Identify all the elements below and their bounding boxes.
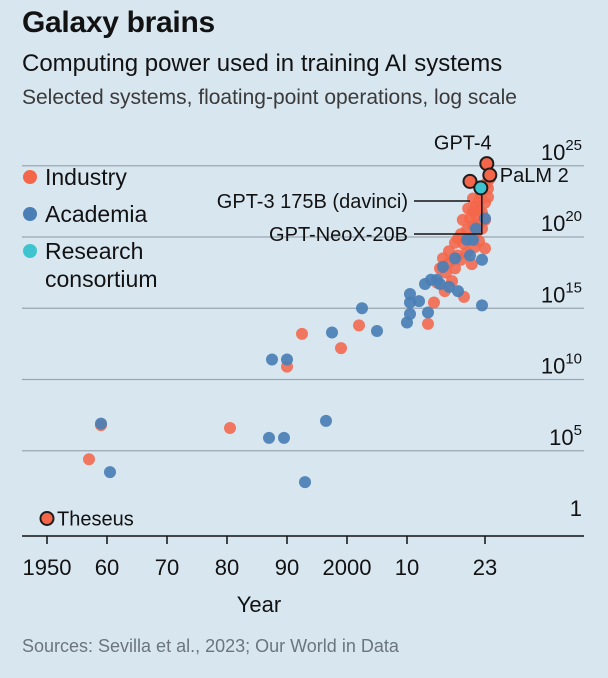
data-point-industry	[296, 327, 308, 340]
annotation-label-gpt-4: GPT-4	[434, 133, 492, 155]
data-point-academia	[404, 307, 416, 320]
data-point-academia	[476, 253, 488, 266]
y-tick-label-25: 1025	[541, 137, 582, 165]
source-note: Sources: Sevilla et al., 2023; Our World…	[22, 636, 399, 656]
legend-marker-research	[23, 244, 37, 258]
highlight-point-theseus	[39, 510, 55, 526]
highlight-point-gpt-neox-20b	[473, 180, 489, 196]
data-point-academia	[479, 212, 491, 225]
x-tick-label-1950: 1950	[23, 555, 72, 580]
y-tick-label-20: 1020	[541, 208, 582, 236]
data-point-academia	[356, 302, 368, 315]
x-tick-label-23: 23	[473, 555, 497, 580]
x-tick-label-80: 80	[215, 555, 239, 580]
data-point-academia	[464, 249, 476, 262]
data-points	[83, 172, 496, 489]
data-point-academia	[266, 353, 278, 366]
data-point-academia	[437, 260, 449, 273]
data-point-academia	[404, 288, 416, 300]
chart-subtitle: Computing power used in training AI syst…	[22, 50, 503, 77]
legend-label-research: consortium	[45, 266, 157, 292]
highlight-point-palm-2	[482, 167, 498, 183]
data-point-industry	[482, 191, 494, 204]
data-point-academia	[299, 476, 311, 489]
data-point-industry	[353, 319, 365, 332]
y-tick-label-5: 105	[549, 422, 582, 450]
data-point-academia	[443, 280, 455, 293]
data-point-industry	[224, 421, 236, 434]
annotation-label-palm-2: PaLM 2	[500, 165, 569, 187]
legend-label-research: Research	[45, 238, 143, 264]
chart-description: Selected systems, floating-point operati…	[22, 86, 517, 109]
data-point-academia	[326, 326, 338, 339]
annotations: Theseus GPT-4 PaLM 2 GPT-3 175B (davinci) GP…	[39, 133, 569, 530]
data-point-academia	[104, 466, 116, 479]
data-point-academia	[95, 417, 107, 430]
x-tick-label-2000: 2000	[323, 555, 372, 580]
x-tick-label-10: 10	[395, 555, 419, 580]
data-point-academia	[413, 295, 425, 308]
data-point-academia	[476, 299, 488, 312]
annotation-label-theseus: Theseus	[57, 508, 134, 530]
y-tick-label-10: 1010	[541, 351, 582, 379]
data-point-industry	[428, 296, 440, 309]
data-point-academia	[263, 431, 275, 444]
data-point-academia	[281, 353, 293, 366]
data-point-academia	[434, 278, 446, 291]
y-tick-label-0: 1	[570, 496, 582, 521]
data-point-academia	[470, 222, 482, 235]
data-point-industry	[479, 242, 491, 255]
highlight-point-gpt-3-175b-davinci	[462, 173, 478, 189]
data-point-academia	[371, 325, 383, 338]
x-tick-label-60: 60	[95, 555, 119, 580]
leader-gpt-neox-20b	[414, 193, 483, 235]
chart-title: Galaxy brains	[22, 6, 215, 39]
data-point-academia	[467, 233, 479, 246]
data-point-academia	[278, 431, 290, 444]
data-point-academia	[320, 414, 332, 427]
legend-marker-industry	[23, 170, 37, 184]
data-point-industry	[449, 262, 461, 275]
data-point-industry	[335, 342, 347, 355]
y-tick-label-15: 1015	[541, 279, 582, 307]
data-point-academia	[449, 252, 461, 265]
data-point-academia	[422, 306, 434, 319]
x-axis-label: Year	[237, 592, 281, 617]
axes: 1 105 1010 1015 1020 1025 1950 60 70 80 90 2000 10 23…	[22, 137, 584, 617]
data-point-industry	[83, 453, 95, 466]
data-point-academia	[452, 285, 464, 298]
annotation-label-gpt-neox-20b: GPT-NeoX-20B	[269, 224, 408, 246]
legend-label-industry: Industry	[45, 164, 127, 190]
x-tick-label-90: 90	[275, 555, 299, 580]
data-point-academia	[404, 296, 416, 309]
annotation-label-gpt-3-175b-davinci: GPT-3 175B (davinci)	[217, 191, 408, 213]
legend-label-academia: Academia	[45, 201, 147, 227]
data-point-industry	[422, 317, 434, 330]
legend-marker-academia	[23, 207, 37, 221]
x-tick-label-70: 70	[155, 555, 179, 580]
